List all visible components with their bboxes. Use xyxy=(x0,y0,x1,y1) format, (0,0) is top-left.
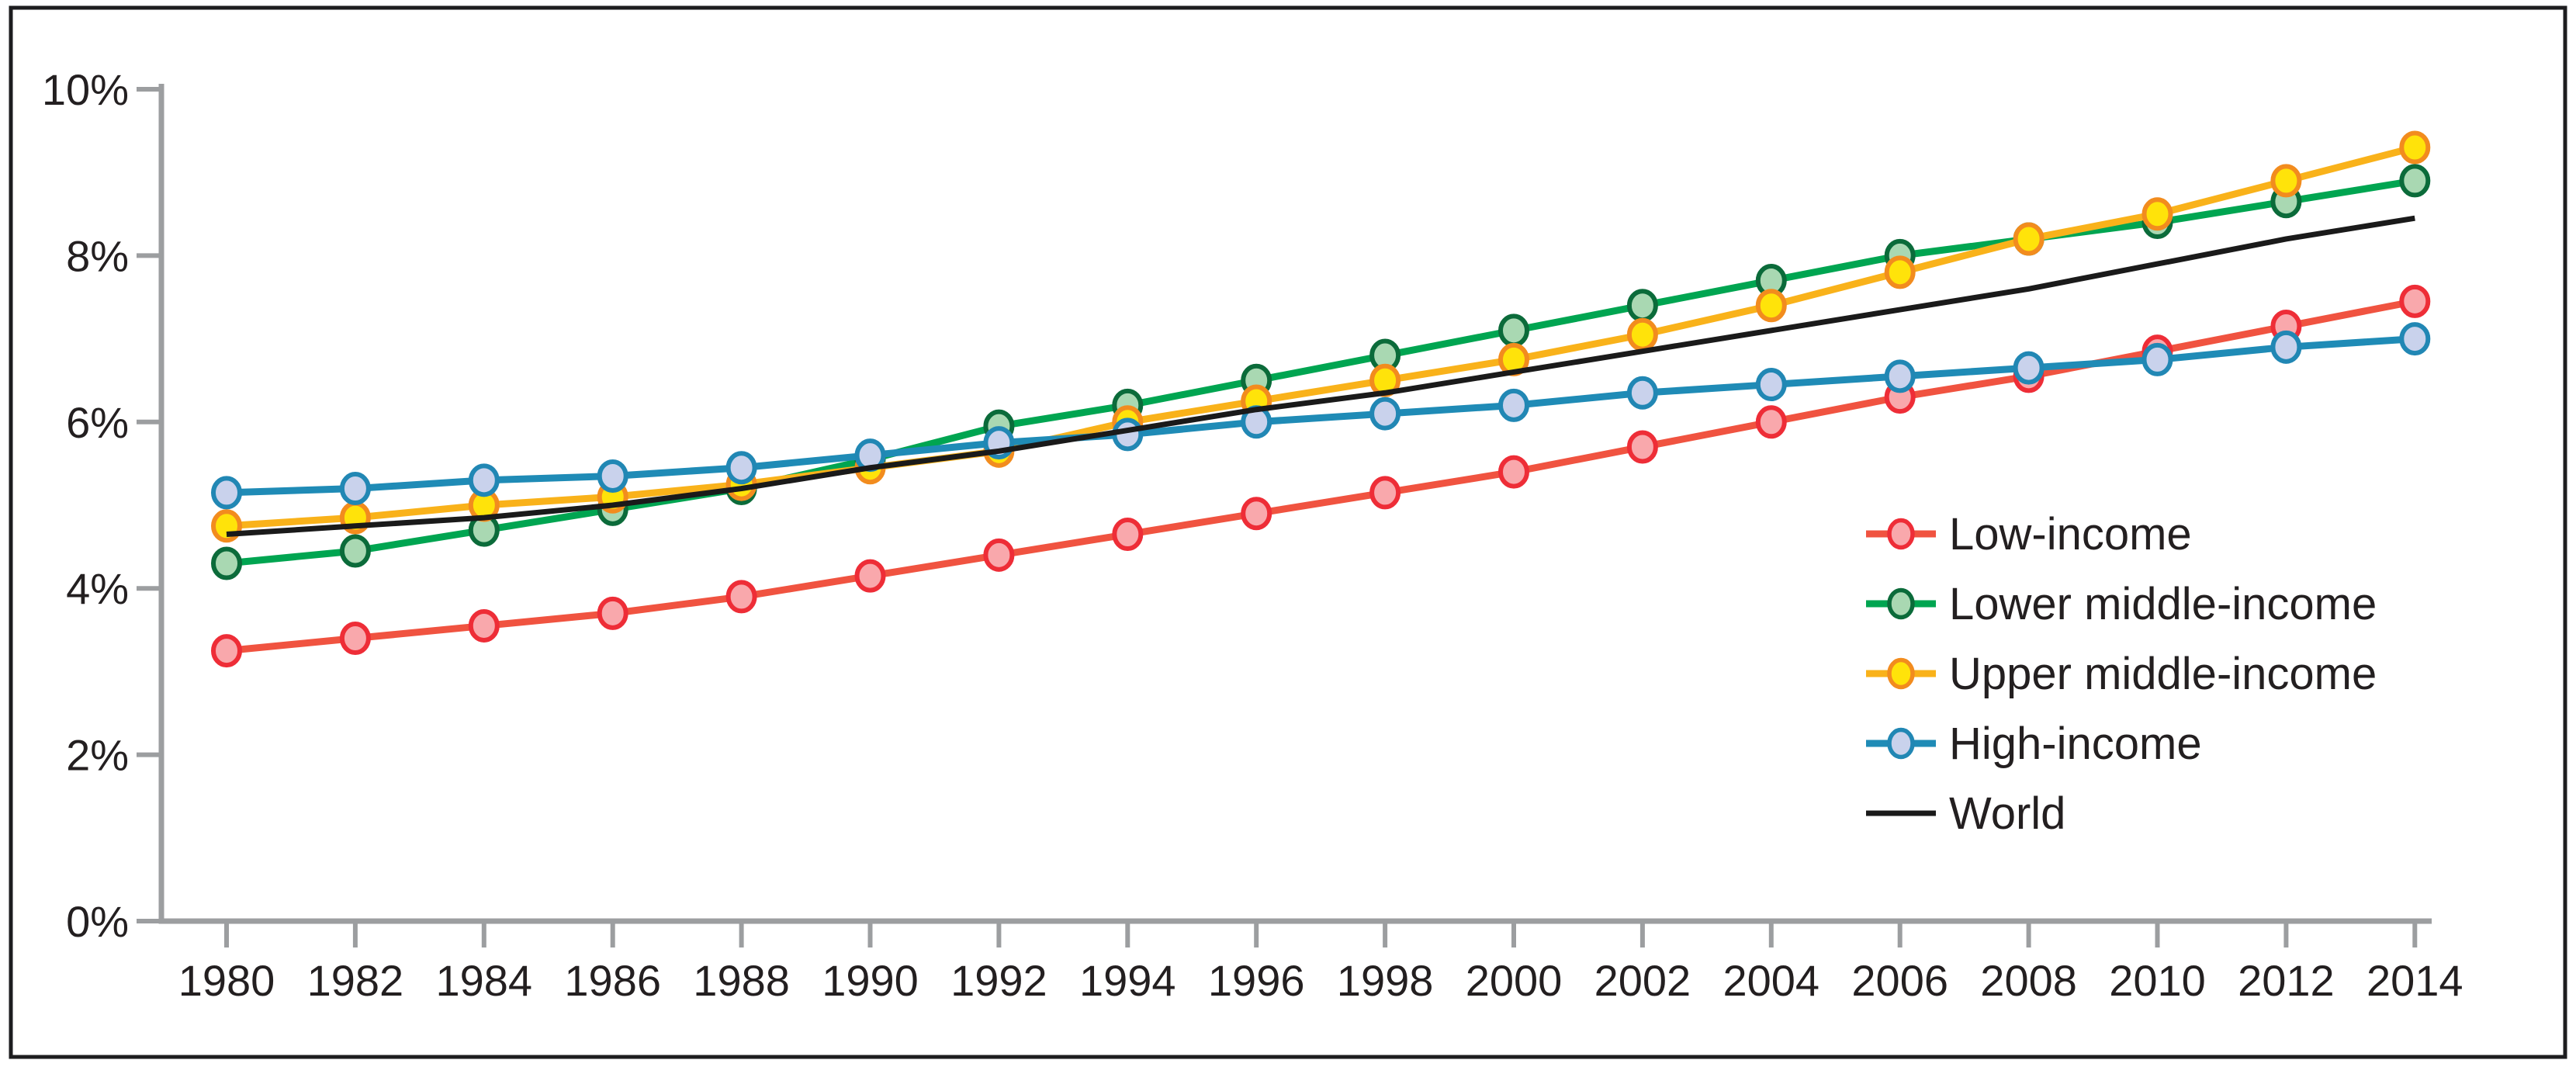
x-tick-label: 1992 xyxy=(950,956,1047,1005)
x-tick-label: 1982 xyxy=(307,956,404,1005)
series-marker-low-income-2002 xyxy=(1626,430,1658,464)
x-tick-label: 1990 xyxy=(822,956,919,1005)
y-tick-label: 6% xyxy=(66,398,129,447)
series-marker-high-income-2012 xyxy=(2270,330,2302,364)
x-tick-label: 2002 xyxy=(1594,956,1691,1005)
series-marker-high-income-2010 xyxy=(2141,342,2173,376)
series-world xyxy=(226,215,2415,538)
legend-item-low-income: Low-income xyxy=(1866,509,2192,559)
legend-label-upper-middle-income: Upper middle-income xyxy=(1949,649,2377,699)
x-tick-label: 2014 xyxy=(2367,956,2463,1005)
x-tick-label: 2008 xyxy=(1980,956,2077,1005)
series-line-world xyxy=(226,215,2415,538)
series-marker-high-income-1980 xyxy=(211,476,242,510)
y-tick-label: 4% xyxy=(66,564,129,613)
legend-item-world: World xyxy=(1866,788,2065,839)
y-tick-label: 8% xyxy=(66,231,129,280)
series-marker-high-income-2008 xyxy=(2013,351,2045,385)
legend-swatch-marker-low-income xyxy=(1887,518,1915,550)
y-tick-label: 0% xyxy=(66,897,129,946)
series-line-upper-middle-income xyxy=(226,144,2416,530)
series-marker-low-income-2014 xyxy=(2399,284,2431,318)
series-marker-lower-middle-income-1980 xyxy=(211,546,242,580)
x-tick-label: 2000 xyxy=(1466,956,1563,1005)
x-tick-label: 1986 xyxy=(564,956,661,1005)
legend-label-world: World xyxy=(1949,788,2065,839)
series-marker-low-income-1982 xyxy=(339,622,371,656)
y-axis-ticks: 0% 2% 4% 6% 8% 10% xyxy=(42,65,160,946)
chart-frame xyxy=(9,5,2567,1059)
series-marker-low-income-1990 xyxy=(854,559,886,593)
legend-swatch-marker-high-income xyxy=(1887,727,1915,760)
series-marker-lower-middle-income-2014 xyxy=(2399,164,2431,198)
series-marker-high-income-1984 xyxy=(468,463,500,497)
series-marker-upper-middle-income-2002 xyxy=(1626,317,1658,352)
x-tick-label: 1998 xyxy=(1337,956,1434,1005)
x-tick-label: 1984 xyxy=(436,956,533,1005)
series-marker-high-income-2004 xyxy=(1755,368,1787,402)
series-marker-upper-middle-income-2012 xyxy=(2270,164,2302,198)
legend-swatch-marker-upper-middle-income xyxy=(1887,657,1915,690)
series-marker-upper-middle-income-2004 xyxy=(1755,289,1787,323)
x-tick-label: 2012 xyxy=(2238,956,2335,1005)
series-marker-upper-middle-income-2006 xyxy=(1884,255,1916,289)
series-marker-lower-middle-income-1982 xyxy=(339,534,371,568)
series-marker-low-income-1986 xyxy=(597,596,628,630)
x-tick-label: 2004 xyxy=(1723,956,1820,1005)
series-marker-lower-middle-income-2002 xyxy=(1626,289,1658,323)
x-tick-label: 1996 xyxy=(1208,956,1305,1005)
series-marker-lower-middle-income-2000 xyxy=(1498,314,1529,348)
legend-item-high-income: High-income xyxy=(1866,719,2202,769)
series-marker-low-income-1996 xyxy=(1241,497,1272,531)
legend-item-upper-middle-income: Upper middle-income xyxy=(1866,649,2377,699)
x-tick-label: 1980 xyxy=(178,956,275,1005)
series-marker-upper-middle-income-2014 xyxy=(2399,130,2431,165)
series-marker-low-income-1980 xyxy=(211,634,242,668)
series-marker-low-income-1992 xyxy=(983,538,1015,572)
series-marker-low-income-1998 xyxy=(1369,476,1401,510)
series-line-low-income xyxy=(226,297,2416,655)
x-axis-ticks: 1980 1982 1984 1986 1988 1990 1992 1994 1996 1998… xyxy=(178,923,2463,1005)
series-line-high-income xyxy=(226,335,2415,497)
x-tick-label: 2010 xyxy=(2109,956,2206,1005)
y-tick-label: 2% xyxy=(66,731,129,780)
series-marker-low-income-1984 xyxy=(468,608,500,643)
x-tick-label: 1994 xyxy=(1079,956,1176,1005)
legend-label-low-income: Low-income xyxy=(1949,509,2192,559)
series-marker-high-income-1988 xyxy=(725,451,757,485)
legend-item-lower-middle-income: Lower middle-income xyxy=(1866,579,2377,629)
series-high-income xyxy=(211,322,2431,510)
y-tick-label: 10% xyxy=(42,65,129,114)
series-marker-high-income-2000 xyxy=(1498,388,1529,422)
legend-label-high-income: High-income xyxy=(1949,719,2202,769)
series-marker-upper-middle-income-2010 xyxy=(2141,197,2173,231)
series-marker-low-income-1994 xyxy=(1112,518,1144,552)
x-tick-label: 1988 xyxy=(693,956,790,1005)
legend-swatch-marker-lower-middle-income xyxy=(1887,587,1915,620)
x-tick-label: 2006 xyxy=(1851,956,1948,1005)
legend: Low-income Lower middle-income Upper middl… xyxy=(1866,509,2377,839)
series-marker-high-income-2006 xyxy=(1884,359,1916,393)
series-marker-low-income-2000 xyxy=(1498,455,1529,489)
series-marker-high-income-2014 xyxy=(2399,322,2431,356)
series-marker-high-income-2002 xyxy=(1626,376,1658,410)
series-marker-high-income-1982 xyxy=(339,472,371,506)
series-marker-high-income-1986 xyxy=(597,459,628,493)
series-marker-low-income-2004 xyxy=(1755,405,1787,439)
axes xyxy=(158,84,2432,924)
legend-label-lower-middle-income: Lower middle-income xyxy=(1949,579,2377,629)
series-marker-upper-middle-income-2008 xyxy=(2013,222,2045,256)
series-marker-high-income-1998 xyxy=(1369,397,1401,431)
series-marker-low-income-1988 xyxy=(725,580,757,614)
